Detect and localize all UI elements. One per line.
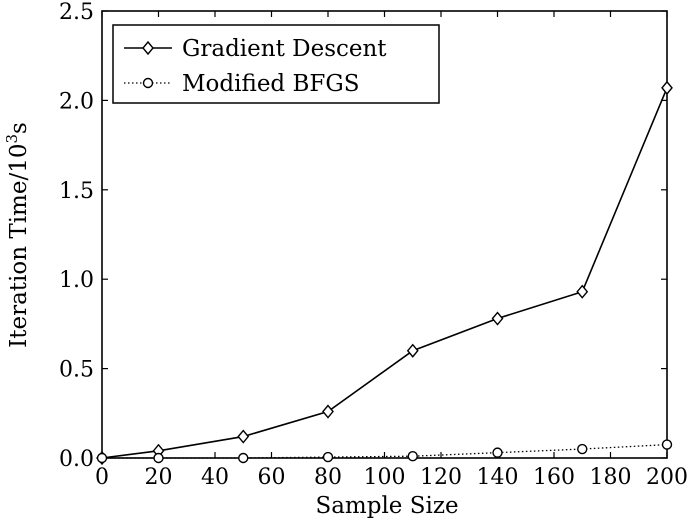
series-line-modified-bfgs	[102, 443, 668, 459]
x-tick-label: 80	[314, 465, 342, 490]
series-line-gradient-descent	[101, 87, 668, 459]
data-point-gradient-descent	[322, 404, 334, 419]
data-point-modified-bfgs	[661, 439, 673, 450]
legend-label-gradient-descent: Gradient Descent	[182, 36, 387, 62]
data-point-modified-bfgs	[577, 443, 588, 455]
x-tick-label: 20	[145, 465, 173, 490]
x-tick-label: 0	[95, 465, 109, 490]
x-tick-label: 40	[201, 465, 229, 490]
x-tick-label: 120	[420, 465, 462, 490]
y-axis-title-text: Iteration Time/10	[6, 144, 32, 348]
data-point-gradient-descent	[237, 429, 250, 444]
data-point-gradient-descent	[491, 311, 504, 326]
data-point-modified-bfgs	[407, 451, 418, 462]
y-tick-label: 0.5	[59, 358, 94, 383]
legend: Gradient Descent Modified BFGS	[112, 24, 440, 104]
data-point-modified-bfgs	[322, 451, 334, 463]
x-tick-label: 100	[364, 465, 406, 490]
x-tick-label: 200	[646, 465, 688, 490]
y-tick-label: 1.5	[59, 179, 94, 204]
x-tick-label: 140	[477, 465, 519, 490]
data-point-modified-bfgs	[96, 452, 108, 464]
x-tick-label: 60	[258, 465, 286, 490]
x-tick-label: 160	[533, 465, 575, 490]
data-point-modified-bfgs	[153, 452, 164, 464]
y-tick-label: 0.0	[59, 447, 94, 472]
data-point-modified-bfgs	[492, 447, 503, 458]
legend-label-modified-bfgs: Modified BFGS	[182, 71, 359, 97]
legend-box	[112, 24, 440, 104]
y-axis-title-unit: s	[6, 122, 32, 134]
y-tick-label: 2.5	[59, 0, 94, 25]
data-point-gradient-descent	[661, 80, 673, 95]
x-tick-label: 180	[590, 465, 632, 490]
axis-ticks: 0 20 40 60 80 100 120 140 160 180 200 0.0 0.5 1.0 1.5 2…	[59, 0, 688, 490]
y-axis-title: Iteration Time/103s	[3, 122, 32, 348]
x-axis-title: Sample Size	[315, 493, 458, 519]
y-tick-label: 1.0	[59, 268, 94, 293]
legend-marker-modified-bfgs	[142, 77, 154, 89]
data-point-gradient-descent	[576, 284, 589, 299]
data-point-gradient-descent	[406, 343, 419, 358]
y-tick-label: 2.0	[59, 89, 94, 114]
y-axis-title-exponent: 3	[3, 134, 21, 144]
data-point-modified-bfgs	[238, 452, 249, 464]
series-layer	[96, 80, 673, 466]
legend-marker-gradient-descent	[142, 40, 154, 56]
